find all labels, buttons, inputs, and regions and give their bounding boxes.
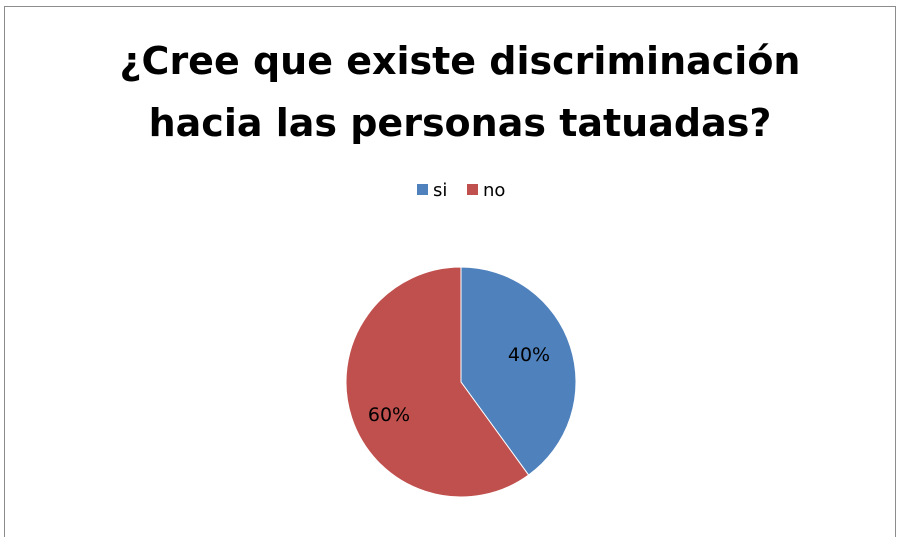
pie-slice-si [460, 266, 577, 476]
legend-swatch-si [417, 184, 428, 195]
pie-slices [345, 266, 577, 498]
chart-title-line-1: ¿Cree que existe discriminación [120, 39, 801, 83]
legend-swatch-no [467, 184, 478, 195]
legend-label-no: no [483, 180, 505, 201]
chart-title-line-2: hacia las personas tatuadas? [149, 101, 772, 145]
legend-label-si: si [433, 180, 447, 201]
data-label-no: 60% [368, 404, 410, 426]
data-label-si: 40% [508, 344, 550, 366]
legend: si no [417, 180, 505, 201]
pie-slice-no [345, 266, 530, 498]
